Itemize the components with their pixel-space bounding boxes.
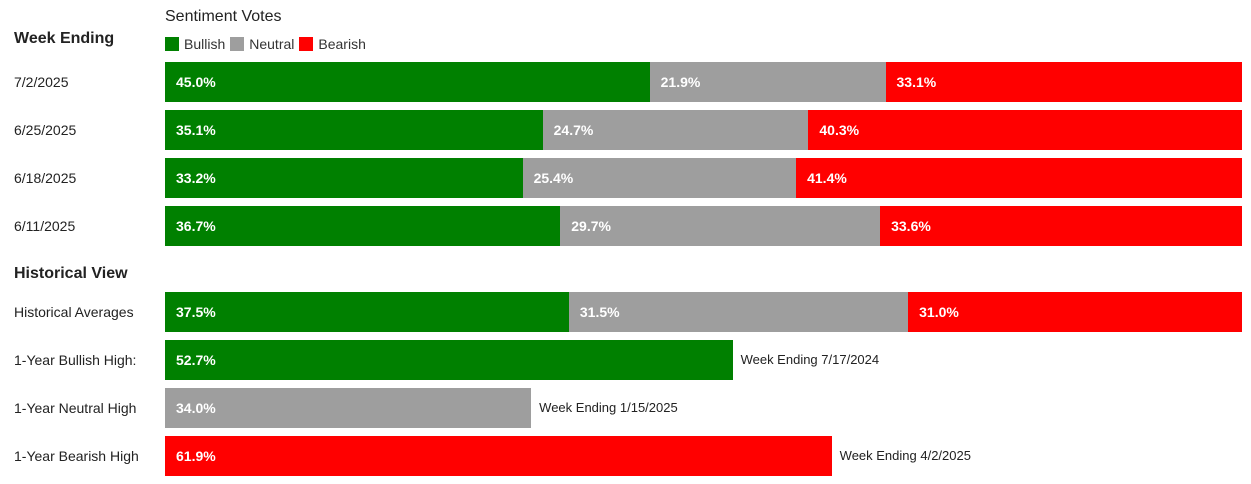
- legend-title: Sentiment Votes: [165, 8, 282, 25]
- stacked-bar: 33.2% 25.4% 41.4%: [165, 158, 1242, 198]
- high-bar-bullish: 52.7%: [165, 340, 733, 380]
- high-bar-bearish: 61.9%: [165, 436, 832, 476]
- bar-segment-bearish: 41.4%: [796, 158, 1242, 198]
- bar-segment-neutral: 31.5%: [568, 292, 909, 332]
- legend-label-bullish: Bullish: [184, 36, 226, 52]
- bar-segment-bullish: 37.5%: [165, 292, 569, 332]
- historical-view-heading: Historical View: [14, 265, 128, 282]
- data-label: 33.6%: [891, 218, 931, 234]
- data-label: 24.7%: [553, 122, 594, 138]
- bar-segment-bearish: 33.6%: [880, 206, 1242, 246]
- data-label: 35.1%: [176, 122, 216, 138]
- data-label: 33.1%: [896, 74, 937, 90]
- bar-segment-neutral: 25.4%: [522, 158, 797, 198]
- data-label: 61.9%: [176, 448, 216, 464]
- stacked-bar: 37.5% 31.5% 31.0%: [165, 292, 1242, 332]
- legend-item-neutral: Neutral: [230, 36, 294, 52]
- bar-segment-neutral: 21.9%: [649, 62, 886, 102]
- category-label: 6/11/2025: [14, 218, 76, 234]
- data-label: 40.3%: [819, 122, 860, 138]
- legend-swatch-neutral: [230, 37, 245, 51]
- legend-label-bearish: Bearish: [318, 36, 366, 52]
- data-label: 45.0%: [176, 74, 216, 90]
- category-label: 6/25/2025: [14, 122, 77, 138]
- data-label: 41.4%: [807, 170, 847, 186]
- data-label: 34.0%: [176, 400, 216, 416]
- legend-swatch-bullish: [165, 37, 179, 51]
- category-label: 7/2/2025: [14, 74, 69, 90]
- bar-segment-bearish: 40.3%: [808, 110, 1242, 150]
- bar-segment-bullish: 35.1%: [165, 110, 543, 150]
- bar-segment-bullish: 33.2%: [165, 158, 523, 198]
- data-label: 21.9%: [660, 74, 701, 90]
- legend-item-bullish: Bullish: [165, 36, 225, 52]
- week-ending-heading: Week Ending: [14, 30, 115, 47]
- category-label: 1-Year Neutral High: [14, 400, 137, 416]
- stacked-bar: 36.7% 29.7% 33.6%: [165, 206, 1242, 246]
- category-label: 1-Year Bullish High:: [14, 352, 137, 368]
- legend-label-neutral: Neutral: [249, 36, 295, 52]
- data-label: 36.7%: [176, 218, 216, 234]
- category-label: Historical Averages: [14, 304, 134, 320]
- week-ending-note: Week Ending 7/17/2024: [740, 352, 880, 367]
- data-label: 31.0%: [919, 304, 959, 320]
- bar-segment-bullish: 36.7%: [165, 206, 561, 246]
- category-label: 1-Year Bearish High: [14, 448, 139, 464]
- data-label: 37.5%: [176, 304, 216, 320]
- data-label: 33.2%: [176, 170, 216, 186]
- data-label: 25.4%: [533, 170, 574, 186]
- bar-segment-neutral: 29.7%: [560, 206, 881, 246]
- week-ending-note: Week Ending 4/2/2025: [839, 448, 971, 463]
- data-label: 31.5%: [579, 304, 620, 320]
- data-label: 52.7%: [176, 352, 216, 368]
- bar-segment-bearish: 33.1%: [885, 62, 1242, 102]
- legend-swatch-bearish: [299, 37, 314, 51]
- category-label: 6/18/2025: [14, 170, 77, 186]
- stacked-bar: 45.0% 21.9% 33.1%: [165, 62, 1242, 102]
- legend-item-bearish: Bearish: [299, 36, 366, 52]
- week-ending-note: Week Ending 1/15/2025: [539, 400, 678, 415]
- bar-segment-bearish: 31.0%: [908, 292, 1242, 332]
- bar-segment-neutral: 24.7%: [542, 110, 809, 150]
- bar-segment-bullish: 45.0%: [165, 62, 650, 102]
- stacked-bar: 35.1% 24.7% 40.3%: [165, 110, 1242, 150]
- high-bar-neutral: 34.0%: [165, 388, 532, 428]
- legend: Bullish Neutral Bearish: [165, 36, 371, 52]
- data-label: 29.7%: [571, 218, 611, 234]
